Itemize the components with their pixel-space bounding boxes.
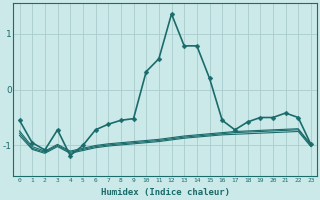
X-axis label: Humidex (Indice chaleur): Humidex (Indice chaleur) xyxy=(101,188,230,197)
